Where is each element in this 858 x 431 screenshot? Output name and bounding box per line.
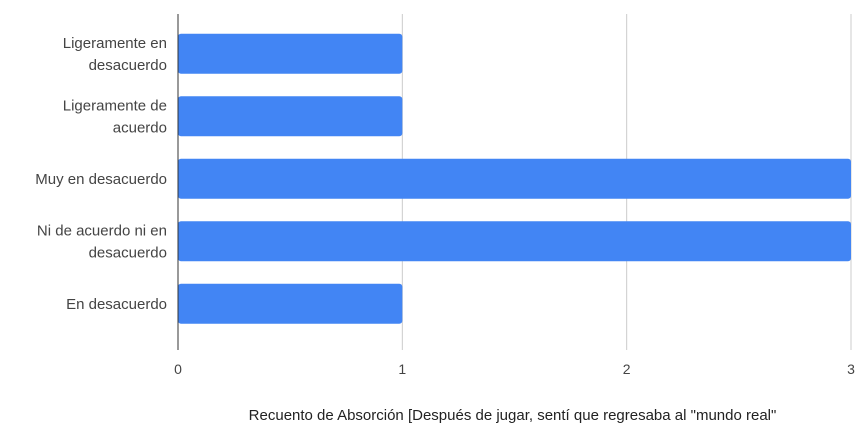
x-tick-label-2: 2: [623, 361, 631, 377]
x-tick-label-0: 0: [174, 361, 182, 377]
bars: [178, 33, 851, 324]
category-label-2: Muy en desacuerdo: [35, 171, 167, 188]
bar-1: [178, 96, 403, 137]
category-label-1: Ligeramente de acuerdo: [63, 97, 167, 136]
x-axis-title: Recuento de Absorción [Después de jugar,…: [249, 407, 777, 424]
x-tick-labels: 0 1 2 3: [174, 361, 855, 377]
bar-2: [178, 158, 851, 199]
bar-3: [178, 221, 851, 262]
x-tick-label-3: 3: [847, 361, 855, 377]
category-label-3: Ni de acuerdo ni en desacuerdo: [37, 222, 167, 261]
category-labels: Ligeramente en desacuerdo Ligeramente de ac…: [35, 35, 167, 313]
category-label-0: Ligeramente en desacuerdo: [63, 35, 167, 74]
category-label-4: En desacuerdo: [66, 296, 167, 313]
x-tick-label-1: 1: [398, 361, 406, 377]
bar-4: [178, 283, 403, 324]
bar-0: [178, 33, 403, 74]
